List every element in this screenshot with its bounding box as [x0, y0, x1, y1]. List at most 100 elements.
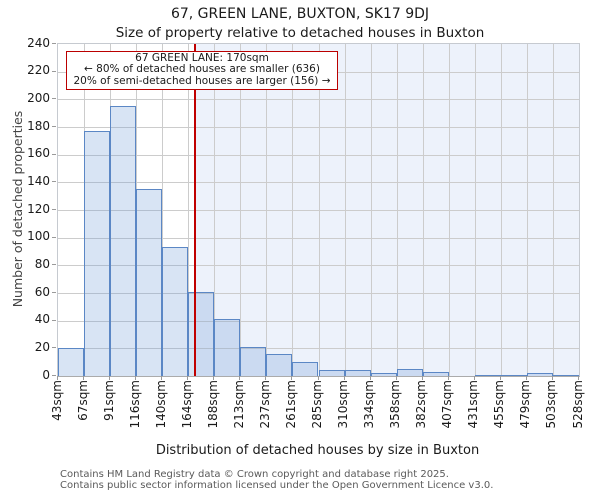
x-tick-mark	[395, 376, 397, 380]
x-tick-mark	[135, 376, 137, 380]
y-tick-mark	[52, 375, 56, 376]
v-gridline	[318, 44, 320, 376]
footer-line1: Contains HM Land Registry data © Crown c…	[60, 469, 449, 480]
x-tick-mark	[109, 376, 111, 380]
x-tick-label: 528sqm	[570, 380, 585, 429]
x-tick-mark	[57, 376, 58, 380]
x-tick-mark	[525, 376, 527, 380]
x-tick-label: 479sqm	[518, 380, 533, 429]
annotation-line3: 20% of semi-detached houses are larger (…	[73, 74, 331, 87]
x-tick-mark	[83, 376, 85, 380]
x-tick-label: 261sqm	[283, 380, 298, 429]
annotation-line1: 67 GREEN LANE: 170sqm	[135, 52, 269, 64]
y-tick-mark	[52, 236, 56, 238]
x-tick-label: 67sqm	[75, 380, 90, 421]
x-tick-mark	[473, 376, 475, 380]
bar	[526, 373, 553, 376]
bar	[344, 370, 371, 376]
y-tick-label: 180	[27, 118, 50, 133]
bar	[474, 374, 501, 376]
bar	[110, 106, 137, 376]
v-gridline	[396, 44, 398, 376]
plot-area	[57, 43, 580, 377]
y-tick-mark	[52, 347, 56, 349]
bar	[136, 189, 163, 376]
bar	[188, 291, 215, 376]
v-gridline	[344, 44, 346, 376]
bar	[58, 348, 85, 376]
v-gridline	[422, 44, 424, 376]
annotation-line2: ← 80% of detached houses are smaller (63…	[84, 63, 320, 76]
bar	[266, 353, 293, 376]
x-tick-label: 164sqm	[179, 380, 194, 429]
bar	[396, 369, 423, 376]
bar	[370, 373, 397, 376]
x-tick-label: 503sqm	[544, 380, 559, 429]
x-tick-mark	[187, 376, 189, 380]
x-tick-mark	[369, 376, 371, 380]
y-tick-label: 100	[27, 229, 50, 244]
x-tick-label: 188sqm	[205, 380, 220, 429]
x-tick-label: 310sqm	[336, 380, 351, 429]
x-tick-label: 334sqm	[362, 380, 377, 429]
x-tick-label: 91sqm	[101, 380, 116, 421]
bar	[292, 362, 319, 376]
y-tick-mark	[52, 209, 56, 210]
v-gridline	[292, 44, 294, 376]
x-tick-mark	[578, 376, 579, 380]
y-tick-label: 200	[27, 90, 50, 105]
x-tick-label: 431sqm	[466, 380, 481, 429]
y-tick-mark	[52, 153, 56, 155]
x-tick-mark	[343, 376, 345, 380]
y-tick-label: 40	[34, 312, 50, 327]
x-tick-mark	[447, 376, 449, 380]
y-tick-label: 160	[27, 146, 50, 161]
x-tick-mark	[551, 376, 553, 380]
y-tick-mark	[52, 292, 56, 293]
y-tick-label: 60	[34, 284, 50, 299]
x-tick-label: 116sqm	[127, 380, 142, 429]
bar	[84, 131, 111, 376]
bar	[552, 374, 579, 376]
y-tick-mark	[52, 126, 56, 127]
marker-line	[193, 44, 196, 376]
x-tick-label: 213sqm	[231, 380, 246, 429]
y-tick-label: 0	[42, 367, 50, 382]
y-tick-mark	[52, 43, 56, 44]
bar	[214, 319, 241, 376]
y-tick-mark	[52, 98, 56, 100]
x-tick-label: 455sqm	[492, 380, 507, 429]
y-tick-mark	[52, 70, 56, 72]
x-tick-mark	[239, 376, 241, 380]
x-tick-mark	[265, 376, 267, 380]
x-tick-mark	[317, 376, 319, 380]
x-tick-label: 285sqm	[310, 380, 324, 429]
y-tick-label: 240	[27, 35, 50, 50]
bar	[422, 371, 449, 376]
y-tick-label: 220	[27, 63, 50, 78]
x-tick-mark	[421, 376, 423, 380]
v-gridline	[500, 44, 502, 376]
bar	[318, 370, 345, 376]
chart-subtitle: Size of property relative to detached ho…	[115, 25, 485, 41]
annotation-box: 67 GREEN LANE: 170sqm ← 80% of detached …	[66, 51, 338, 91]
x-tick-label: 407sqm	[440, 380, 455, 429]
x-tick-label: 140sqm	[153, 380, 168, 429]
x-tick-label: 237sqm	[257, 380, 272, 429]
x-tick-mark	[213, 376, 215, 380]
x-tick-label: 382sqm	[414, 380, 429, 429]
y-tick-mark	[52, 319, 56, 321]
x-tick-mark	[161, 376, 163, 380]
v-gridline	[162, 44, 164, 376]
chart-title: 67, GREEN LANE, BUXTON, SK17 9DJ	[170, 6, 430, 22]
v-gridline	[214, 44, 216, 376]
y-tick-label: 120	[27, 201, 50, 216]
v-gridline	[474, 44, 476, 376]
v-gridline	[526, 44, 528, 376]
v-gridline	[188, 44, 190, 376]
v-gridline	[552, 44, 554, 376]
v-gridline	[370, 44, 372, 376]
footer-line2: Contains public sector information licen…	[60, 480, 494, 491]
v-gridline	[240, 44, 242, 376]
